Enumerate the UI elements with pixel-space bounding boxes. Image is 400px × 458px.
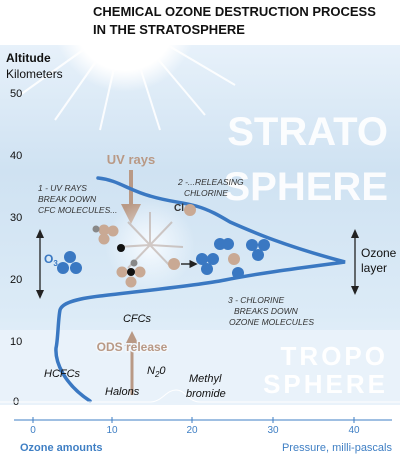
- n2o-sub: 2: [154, 370, 160, 379]
- y-axis-title: Altitude: [6, 51, 51, 65]
- halons-label: Halons: [105, 386, 140, 398]
- pressure-axis-label: Pressure, milli-pascals: [282, 442, 393, 454]
- y-tick: 30: [10, 212, 22, 224]
- x-tick: 40: [348, 425, 360, 436]
- y-tick: 40: [10, 150, 22, 162]
- carbon-atom: [117, 244, 125, 252]
- cfcs-label: CFCs: [123, 313, 152, 325]
- step3-annotation: 3 - CHLORINE BREAKS DOWN OZONE MOLECULES: [228, 295, 314, 327]
- oxygen-pair: [214, 238, 234, 250]
- n2o-tail: 0: [159, 365, 166, 377]
- diagram-title-line1: CHEMICAL OZONE DESTRUCTION PROCESS: [93, 4, 376, 19]
- step1-text: 1 - UV RAYS: [38, 183, 87, 193]
- x-tick: 0: [30, 425, 36, 436]
- stratosphere-label-line2: SPHERE: [224, 165, 389, 209]
- hcfcs-label: HCFCs: [44, 368, 81, 380]
- methyl-bromide-line1: Methyl: [189, 373, 222, 385]
- step3-text: 3 - CHLORINE: [228, 295, 285, 305]
- methyl-bromide-line2: bromide: [186, 388, 226, 400]
- n2o-n: N: [147, 365, 155, 377]
- chlorine-atom: [228, 253, 240, 265]
- ozone-formula-sub: 3: [53, 259, 58, 268]
- ozone-molecule: [246, 239, 270, 261]
- ground-hills: [0, 389, 400, 403]
- uv-rays-label: UV rays: [107, 152, 155, 167]
- step2-text: CHLORINE: [184, 188, 228, 198]
- troposphere-label-line1: TROPO: [281, 341, 388, 371]
- ozone-layer-range-right: [351, 229, 359, 295]
- y-axis-unit: Kilometers: [6, 67, 63, 81]
- ozone-formula-o: O: [44, 252, 53, 266]
- chlorine-atom: [184, 204, 196, 216]
- chlorine-atom: [168, 258, 180, 270]
- ozone-molecule: [196, 253, 219, 275]
- ozone-layer-label-line1: Ozone: [361, 246, 397, 260]
- x-tick: 30: [267, 425, 279, 436]
- troposphere-label-line2: SPHERE: [263, 369, 388, 399]
- ozone-formula-label: O3: [44, 252, 58, 268]
- troposphere-band: [0, 330, 400, 405]
- n2o-label: N20: [147, 365, 166, 379]
- y-tick: 10: [10, 336, 22, 348]
- step2-text: 2 -...RELEASING: [177, 177, 244, 187]
- ozone-amounts-label: Ozone amounts: [20, 442, 103, 454]
- x-axis: 0 10 20 30 40: [14, 417, 392, 436]
- y-tick: 50: [10, 88, 22, 100]
- stratosphere-label-line1: STRATO: [227, 110, 388, 154]
- ozone-layer-range-left: [36, 229, 44, 299]
- cfc-molecule: [92, 224, 119, 245]
- step2-annotation: 2 -...RELEASING CHLORINE: [177, 177, 244, 198]
- step3-text: BREAKS DOWN: [234, 306, 299, 316]
- step3-text: OZONE MOLECULES: [229, 317, 314, 327]
- ozone-profile-curve: [54, 176, 346, 403]
- diagram-title-line2: IN THE STRATOSPHERE: [93, 22, 245, 37]
- x-tick: 20: [186, 425, 198, 436]
- cfc-molecule: [116, 259, 146, 288]
- step1-text: CFC MOLECULES...: [38, 205, 117, 215]
- step1-annotation: 1 - UV RAYS BREAK DOWN CFC MOLECULES...: [38, 183, 117, 215]
- axis-strip: [0, 405, 400, 458]
- ozone-molecule: [57, 251, 82, 274]
- ozone-layer-label-line2: layer: [361, 261, 387, 275]
- chlorine-label: Cl: [174, 203, 184, 214]
- sun-icon: [19, 0, 236, 131]
- x-tick: 10: [106, 425, 118, 436]
- oxygen-atom: [232, 267, 244, 279]
- y-tick: 20: [10, 274, 22, 286]
- ods-release-label: ODS release: [97, 340, 168, 354]
- step1-text: BREAK DOWN: [38, 194, 97, 204]
